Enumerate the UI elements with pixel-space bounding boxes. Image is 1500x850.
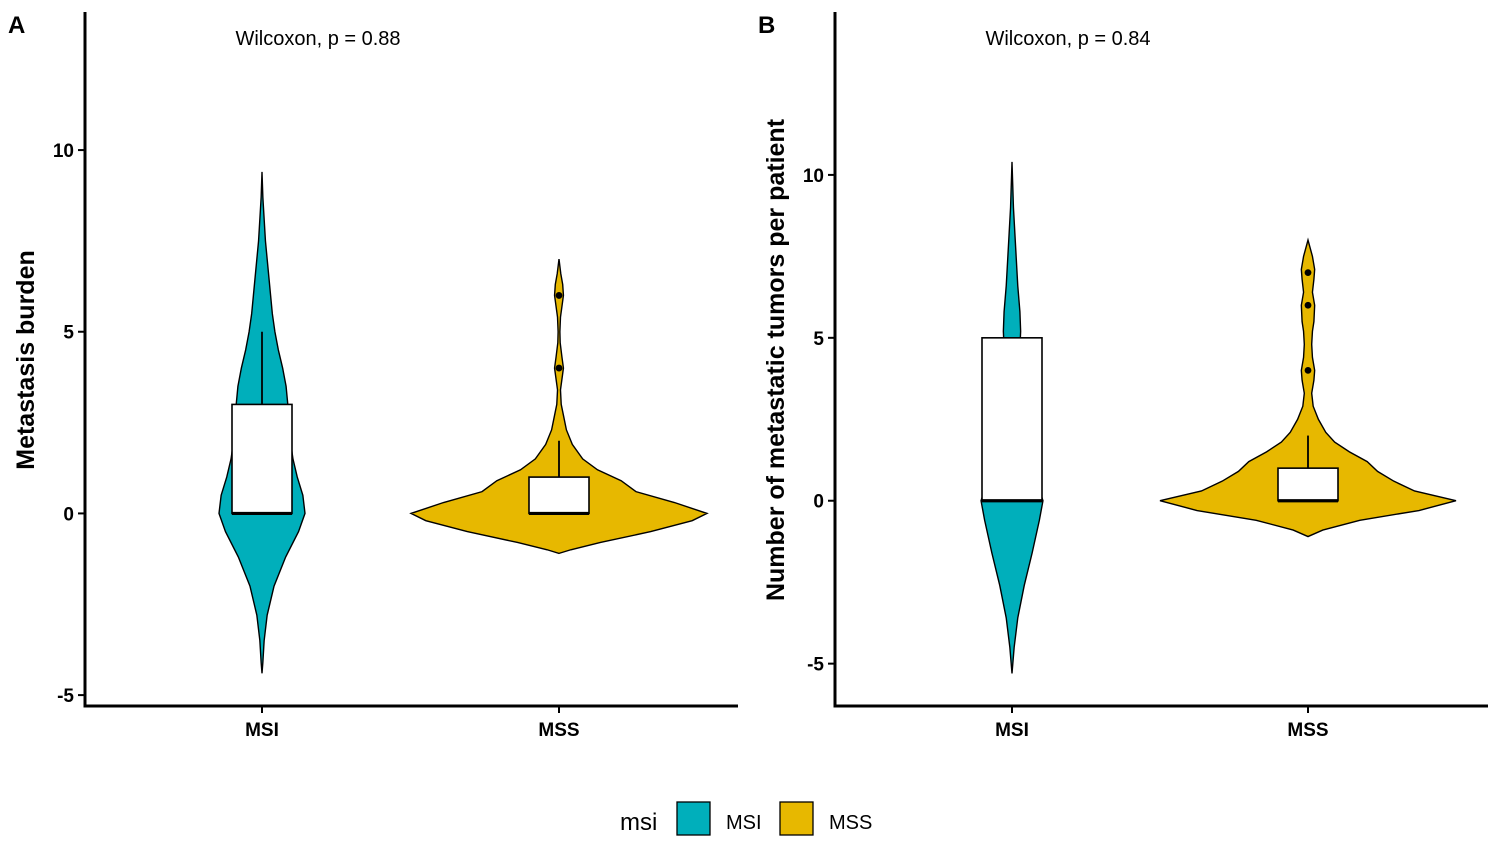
panel-b: B Wilcoxon, p = 0.84 Number of metastati…	[758, 12, 1488, 741]
legend-key-mss	[779, 801, 814, 836]
panel-b-wilcoxon-annotation: Wilcoxon, p = 0.84	[985, 28, 1150, 50]
panel-b-y-tick-label: 5	[813, 329, 824, 350]
panel-a-plot-area: -5 0 5 10 MSI MSS	[53, 12, 738, 741]
panel-b-mss-violin	[1159, 237, 1457, 538]
panel-a-mss-box	[528, 476, 590, 515]
panel-b-mss-x-tick-label: MSS	[1287, 720, 1328, 741]
legend-label-msi: MSI	[726, 812, 762, 834]
panel-a-mss-outlier-point	[555, 292, 563, 299]
panel-b-tag: B	[758, 12, 775, 39]
panel-a-mss-x-tick-label: MSS	[538, 720, 579, 741]
panel-b-y-tick-label: 0	[813, 492, 824, 513]
panel-b-y-tick-label: 10	[803, 166, 824, 187]
panel-b-mss-outlier-point	[1304, 367, 1312, 374]
panel-a-msi-x-tick-label: MSI	[245, 720, 279, 741]
legend: msi MSI MSS	[620, 801, 872, 836]
panel-b-plot-area: -5 0 5 10 MSI MSS	[803, 12, 1488, 741]
legend-label-mss: MSS	[829, 812, 872, 834]
panel-b-msi-x-tick-label: MSI	[995, 720, 1029, 741]
panel-a-y-tick-label: -5	[57, 686, 74, 707]
panel-a-y-tick-label: 5	[63, 323, 74, 344]
panel-b-y-axis-title: Number of metastatic tumors per patient	[762, 118, 790, 601]
panel-a-tag: A	[8, 12, 25, 39]
legend-title: msi	[620, 809, 657, 836]
panel-b-mss-outlier-point	[1304, 301, 1312, 309]
panel-b-y-tick-label: -5	[807, 655, 824, 676]
panel-a-y-axis-title: Metastasis burden	[12, 250, 40, 470]
panel-b-mss-outlier-point	[1304, 269, 1312, 277]
panel-a-y-tick-label: 0	[63, 504, 74, 525]
panel-a-mss-violin	[409, 258, 709, 555]
panel-a-msi-box	[231, 403, 293, 515]
panel-a-y-tick-label: 10	[53, 141, 74, 162]
panel-a: A Wilcoxon, p = 0.88 Metastasis burden -…	[8, 12, 738, 741]
panel-a-wilcoxon-annotation: Wilcoxon, p = 0.88	[235, 28, 400, 50]
legend-key-msi	[676, 801, 711, 836]
panel-a-mss-outlier-point	[555, 364, 563, 372]
panel-b-msi-box	[981, 337, 1043, 502]
panel-b-mss-box	[1277, 467, 1339, 502]
